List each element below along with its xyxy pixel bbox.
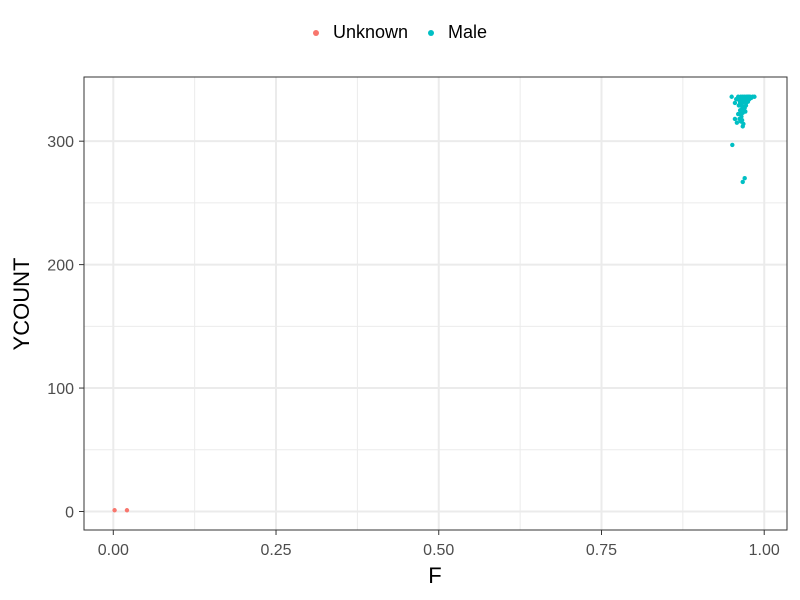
y-tick-label: 200 (47, 258, 74, 275)
data-point-male (743, 103, 749, 108)
x-tick-label: 0.00 (98, 542, 129, 559)
data-point-male (730, 142, 735, 148)
data-point-male (742, 176, 747, 181)
data-point-unknown (124, 508, 130, 513)
data-point-male (732, 116, 738, 122)
legend-item-unknown: Unknown (312, 22, 409, 43)
data-point-male (734, 120, 740, 125)
data-point-male (739, 103, 744, 108)
data-point-unknown (112, 508, 117, 513)
data-point-male (735, 111, 741, 117)
legend-label-unknown: Unknown (332, 22, 409, 42)
x-axis-title: F (428, 563, 441, 588)
legend-label-male: Male (448, 22, 488, 42)
data-point-male (743, 109, 748, 114)
data-point-male (745, 94, 751, 99)
data-point-male (739, 118, 745, 123)
data-points (112, 94, 757, 513)
x-tick-label: 1.00 (749, 542, 780, 559)
data-point-male (752, 94, 757, 99)
minor-gridlines (84, 77, 787, 530)
legend-key-unknown (312, 29, 319, 36)
x-axis: 0.00 0.25 0.50 0.75 1.00 (98, 530, 780, 559)
y-axis-title: YCOUNT (9, 258, 34, 351)
legend-key-male (428, 29, 435, 36)
major-gridlines (84, 77, 787, 530)
plot-panel (84, 77, 787, 530)
x-tick-label: 0.25 (260, 542, 291, 559)
x-tick-label: 0.75 (586, 542, 617, 559)
y-tick-label: 300 (47, 134, 74, 151)
data-point-male (740, 179, 745, 185)
y-tick-label: 100 (47, 381, 74, 398)
data-point-male (740, 124, 745, 129)
data-point-male (729, 94, 734, 99)
data-point-male (732, 100, 738, 106)
y-axis: 0 100 200 300 (47, 134, 84, 521)
legend-item-male: Male (428, 22, 487, 43)
y-tick-label: 0 (65, 504, 74, 521)
legend: Unknown Male (0, 22, 800, 43)
x-tick-label: 0.50 (423, 542, 454, 559)
plot-border (83, 76, 788, 531)
